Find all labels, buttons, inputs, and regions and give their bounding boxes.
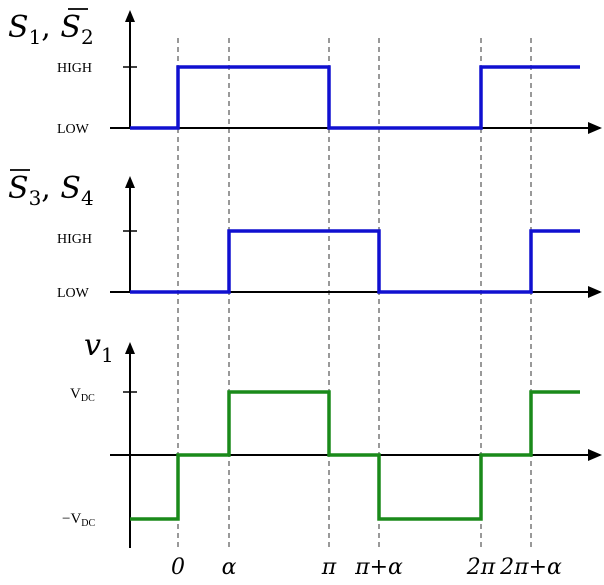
x-tick-label-2: π bbox=[321, 555, 337, 580]
panel-v1-level-pos: VDC bbox=[70, 386, 95, 404]
panel-v1: v1 VDC −VDC bbox=[62, 328, 602, 548]
x-tick-label-4: 2π bbox=[466, 555, 496, 580]
panel-s1-s2-y-arrow bbox=[125, 10, 135, 22]
panel-v1-y-arrow bbox=[125, 342, 135, 354]
panel-s1-s2: S1, S2 HIGH LOW bbox=[8, 8, 602, 137]
panel-s3-s4-y-arrow bbox=[125, 176, 135, 188]
panel-s1-s2-waveform bbox=[130, 65, 580, 130]
panel-s3-s4-level-high: HIGH bbox=[57, 232, 92, 247]
x-tick-label-3: π+α bbox=[354, 555, 403, 580]
panel-s3-s4-title: S3, S4 bbox=[8, 171, 94, 210]
panel-v1-level-neg: −VDC bbox=[62, 511, 96, 529]
panel-v1-title: v1 bbox=[84, 328, 114, 367]
panel-s3-s4-level-low: LOW bbox=[57, 286, 90, 301]
panel-s3-s4: S3, S4 HIGH LOW bbox=[8, 169, 602, 301]
x-tick-label-5: 2π+α bbox=[499, 555, 562, 580]
panel-s3-s4-waveform bbox=[130, 229, 580, 294]
x-tick-label-1: α bbox=[222, 555, 237, 580]
panel-s1-s2-title: S1, S2 bbox=[8, 10, 94, 49]
panel-s1-s2-level-high: HIGH bbox=[57, 61, 92, 76]
panel-v1-waveform bbox=[130, 390, 580, 521]
x-tick-labels: 0 α π π+α 2π 2π+α bbox=[171, 555, 562, 580]
panel-s1-s2-level-low: LOW bbox=[57, 122, 90, 137]
x-tick-label-0: 0 bbox=[171, 555, 185, 580]
